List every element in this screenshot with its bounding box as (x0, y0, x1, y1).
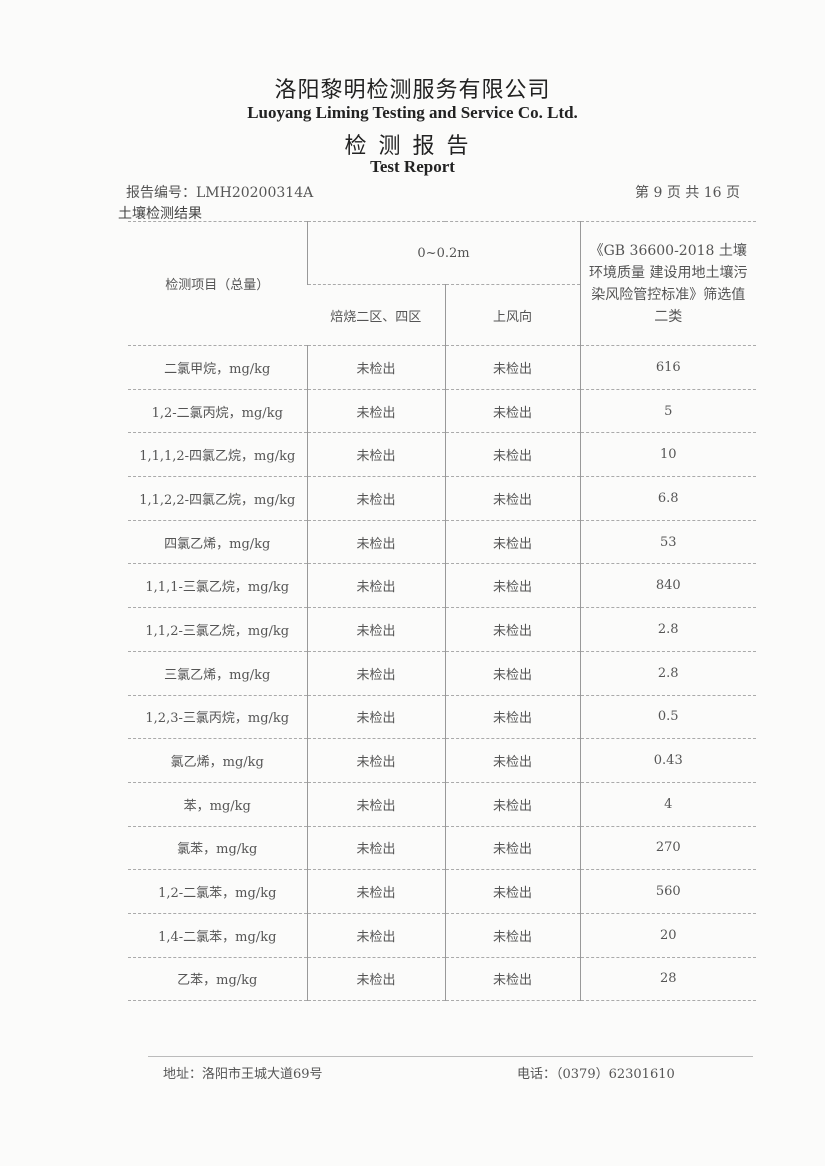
cell-standard: 10 (579, 432, 756, 478)
cell-standard: 270 (579, 825, 756, 871)
cell-site2: 未检出 (444, 607, 580, 652)
company-name-cn: 洛阳黎明检测服务有限公司 (274, 78, 551, 103)
cell-site2: 未检出 (444, 650, 580, 696)
cell-standard: 2.8 (579, 607, 756, 652)
cell-site1: 未检出 (306, 956, 445, 1002)
cell-standard: 6.8 (579, 476, 756, 521)
cell-item: 乙苯，mg/kg (128, 956, 307, 1002)
cell-site1: 未检出 (306, 650, 445, 696)
page-info: 第 9 页 共 16 页 (635, 185, 740, 201)
cell-standard: 0.43 (579, 738, 756, 783)
cell-site1: 未检出 (306, 694, 445, 740)
cell-site1: 未检出 (306, 781, 445, 827)
cell-site2: 未检出 (444, 476, 580, 521)
cell-site2: 未检出 (444, 388, 580, 434)
cell-standard: 4 (579, 781, 756, 827)
report-title-cn: 检测报告 (344, 134, 481, 159)
cell-site2: 未检出 (444, 825, 580, 871)
cell-standard: 560 (579, 869, 756, 914)
report-number: 报告编号：LMH20200314A (126, 185, 314, 201)
cell-standard: 20 (579, 912, 756, 958)
table-row: 1,1,2-三氯乙烷，mg/kg 未检出 未检出 2.8 (128, 607, 756, 652)
report-title-en: Test Report (370, 157, 455, 176)
header-depth: 0~0.2m (306, 221, 580, 285)
cell-site1: 未检出 (306, 519, 445, 565)
footer-phone: 电话：（0379）62301610 (517, 1067, 675, 1082)
cell-standard: 53 (579, 519, 756, 565)
cell-site1: 未检出 (306, 388, 445, 434)
table-row: 1,2,3-三氯丙烷，mg/kg 未检出 未检出 0.5 (128, 694, 756, 740)
cell-item: 1,1,2,2-四氯乙烷，mg/kg (128, 476, 307, 521)
footer-divider (148, 1056, 753, 1057)
cell-item: 二氯甲烷，mg/kg (128, 345, 307, 390)
cell-site1: 未检出 (306, 476, 445, 521)
cell-site2: 未检出 (444, 869, 580, 914)
cell-item: 三氯乙烯，mg/kg (128, 650, 307, 696)
cell-item: 1,2-二氯苯，mg/kg (128, 869, 307, 914)
cell-site2: 未检出 (444, 781, 580, 827)
cell-standard: 2.8 (579, 650, 756, 696)
cell-site1: 未检出 (306, 607, 445, 652)
cell-item: 1,4-二氯苯，mg/kg (128, 912, 307, 958)
cell-site2: 未检出 (444, 345, 580, 390)
cell-site1: 未检出 (306, 912, 445, 958)
cell-site1: 未检出 (306, 563, 445, 609)
table-row: 氯苯，mg/kg 未检出 未检出 270 (128, 825, 756, 871)
cell-item: 1,2-二氯丙烷，mg/kg (128, 388, 307, 434)
table-row: 1,1,2,2-四氯乙烷，mg/kg 未检出 未检出 6.8 (128, 476, 756, 521)
table-row: 1,4-二氯苯，mg/kg 未检出 未检出 20 (128, 912, 756, 958)
cell-item: 1,1,1-三氯乙烷，mg/kg (128, 563, 307, 609)
cell-standard: 840 (579, 563, 756, 609)
table-row: 1,2-二氯苯，mg/kg 未检出 未检出 560 (128, 869, 756, 914)
header-item: 检测项目（总量） (128, 221, 307, 346)
cell-standard: 616 (579, 345, 756, 390)
cell-site2: 未检出 (444, 738, 580, 783)
header-site2: 上风向 (444, 284, 580, 346)
table-row: 1,1,1-三氯乙烷，mg/kg 未检出 未检出 840 (128, 563, 756, 609)
cell-site1: 未检出 (306, 869, 445, 914)
cell-site2: 未检出 (444, 519, 580, 565)
cell-item: 氯苯，mg/kg (128, 825, 307, 871)
cell-standard: 28 (579, 956, 756, 1002)
cell-item: 1,2,3-三氯丙烷，mg/kg (128, 694, 307, 740)
results-table: 检测项目（总量） 0~0.2m 《GB 36600-2018 土壤环境质量 建设… (128, 221, 756, 1002)
cell-site1: 未检出 (306, 432, 445, 478)
cell-site2: 未检出 (444, 694, 580, 740)
cell-item: 四氯乙烯，mg/kg (128, 519, 307, 565)
cell-item: 1,1,2-三氯乙烷，mg/kg (128, 607, 307, 652)
cell-standard: 5 (579, 388, 756, 434)
table-row: 氯乙烯，mg/kg 未检出 未检出 0.43 (128, 738, 756, 783)
table-row: 三氯乙烯，mg/kg 未检出 未检出 2.8 (128, 650, 756, 696)
cell-item: 氯乙烯，mg/kg (128, 738, 307, 783)
table-row: 1,1,1,2-四氯乙烷，mg/kg 未检出 未检出 10 (128, 432, 756, 478)
cell-site2: 未检出 (444, 912, 580, 958)
cell-site1: 未检出 (306, 825, 445, 871)
footer-address: 地址：洛阳市王城大道69号 (163, 1067, 323, 1082)
section-title: 土壤检测结果 (118, 206, 202, 222)
cell-standard: 0.5 (579, 694, 756, 740)
table-row: 二氯甲烷，mg/kg 未检出 未检出 616 (128, 345, 756, 390)
cell-site2: 未检出 (444, 432, 580, 478)
company-name-en: Luoyang Liming Testing and Service Co. L… (247, 103, 578, 122)
cell-site1: 未检出 (306, 345, 445, 390)
header-standard: 《GB 36600-2018 土壤环境质量 建设用地土壤污染风险管控标准》筛选值… (579, 221, 756, 346)
cell-site2: 未检出 (444, 956, 580, 1002)
table-row: 四氯乙烯，mg/kg 未检出 未检出 53 (128, 519, 756, 565)
table-row: 1,2-二氯丙烷，mg/kg 未检出 未检出 5 (128, 388, 756, 434)
cell-site1: 未检出 (306, 738, 445, 783)
cell-item: 苯，mg/kg (128, 781, 307, 827)
cell-item: 1,1,1,2-四氯乙烷，mg/kg (128, 432, 307, 478)
table-row: 乙苯，mg/kg 未检出 未检出 28 (128, 956, 756, 1002)
header-site1: 焙烧二区、四区 (307, 284, 445, 346)
cell-site2: 未检出 (444, 563, 580, 609)
table-row: 苯，mg/kg 未检出 未检出 4 (128, 781, 756, 827)
